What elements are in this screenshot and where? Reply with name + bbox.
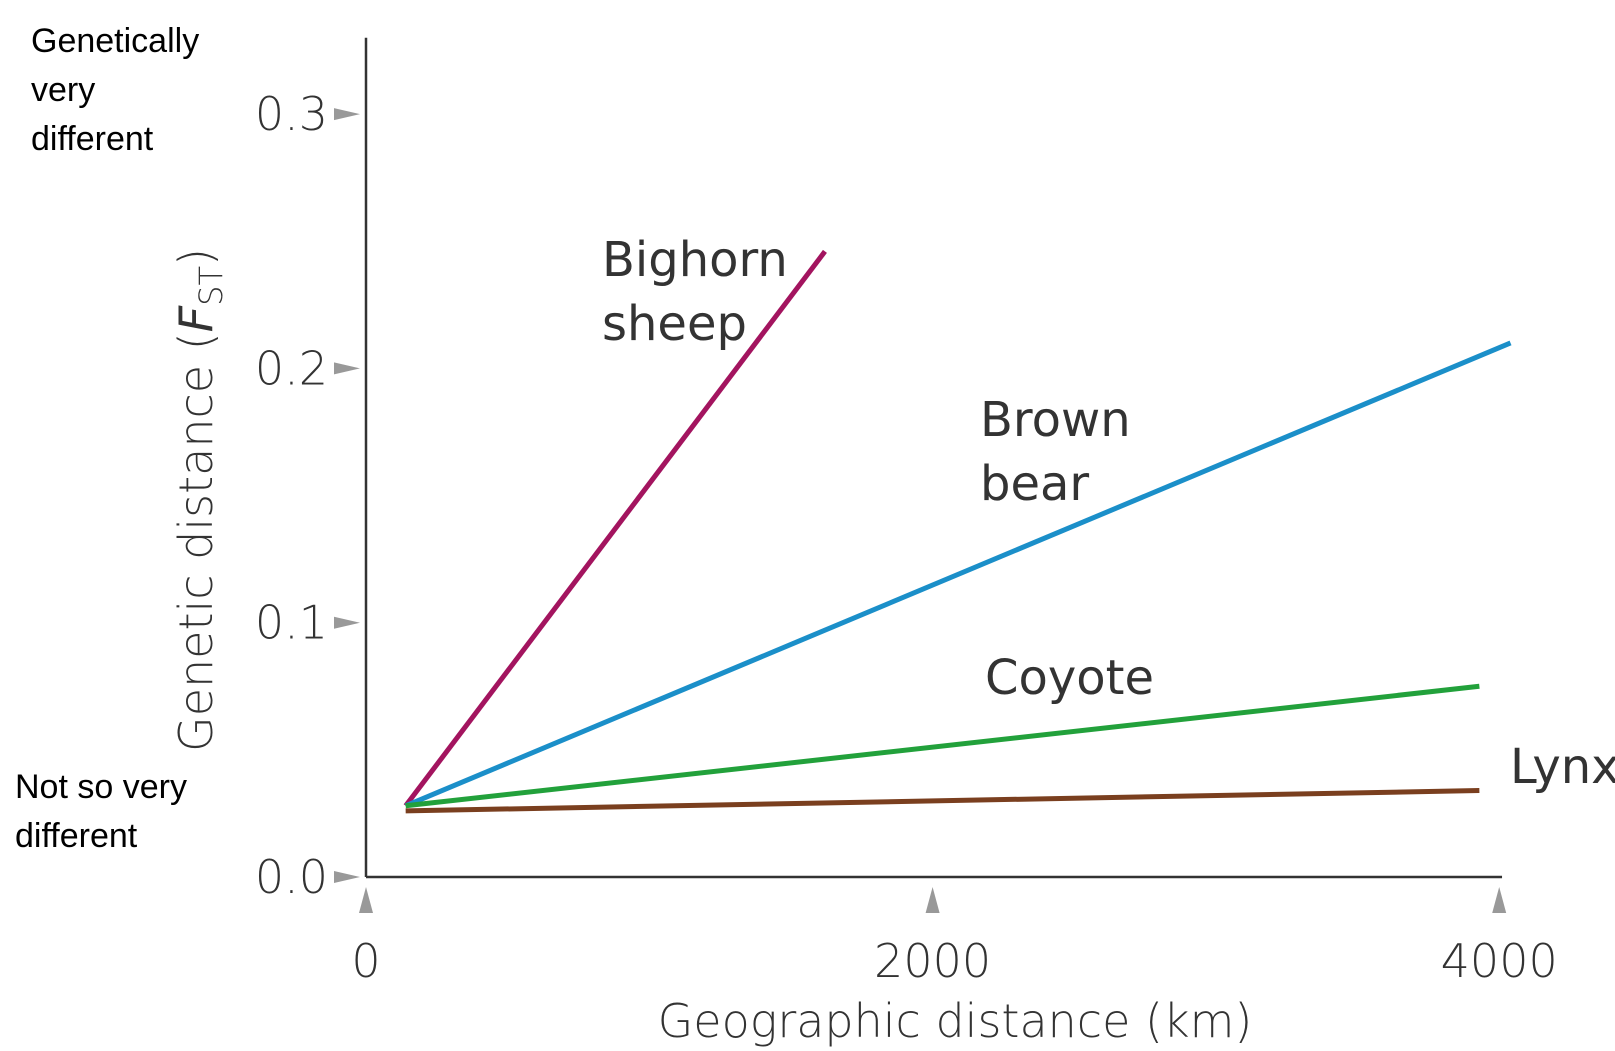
- y-tick-mark: [334, 871, 360, 883]
- annotation: Genetically very different: [31, 22, 199, 158]
- y-tick-label: 0.1: [255, 596, 328, 650]
- series-label-line: Lynx: [1510, 739, 1615, 795]
- series-line: [404, 340, 1512, 809]
- series-line: [403, 249, 827, 808]
- series-label: Lynx: [1510, 739, 1615, 795]
- x-tick-label: 0: [351, 934, 380, 988]
- y-label-text: Genetic distance (: [169, 332, 223, 752]
- y-tick-mark: [334, 108, 360, 121]
- y-label-close: ): [169, 248, 223, 266]
- y-tick-label: 0.3: [255, 87, 328, 141]
- x-tick-mark: [925, 887, 940, 913]
- series-line: [405, 788, 1480, 814]
- series-label-line: Brown: [980, 392, 1131, 448]
- x-tick-label: 4000: [1441, 934, 1558, 988]
- annotation-line: very: [31, 71, 95, 109]
- y-tick-mark: [334, 616, 360, 629]
- x-axis-label: Geographic distance (km): [658, 994, 1253, 1048]
- series-label-line: bear: [980, 456, 1089, 512]
- y-tick-label: 0.2: [255, 341, 328, 395]
- annotation: Not so very different: [15, 768, 187, 855]
- series-label: Brown bear: [980, 392, 1131, 512]
- series-line: [405, 683, 1480, 809]
- annotation-line: different: [15, 817, 138, 855]
- series-label: Coyote: [985, 650, 1154, 706]
- y-tick-mark: [334, 362, 360, 375]
- series-label-line: sheep: [602, 296, 747, 352]
- x-tick-mark: [359, 887, 373, 913]
- annotation-line: different: [31, 120, 154, 158]
- annotation-line: Not so very: [15, 768, 187, 806]
- series-label-line: Bighorn: [602, 232, 788, 288]
- series-label: Bighorn sheep: [602, 232, 788, 352]
- y-tick-label: 0.0: [255, 850, 328, 904]
- series-label-line: Coyote: [985, 650, 1154, 706]
- y-label-subscript: ST: [192, 266, 230, 306]
- annotation-line: Genetically: [31, 22, 199, 60]
- y-label-symbol: F: [169, 305, 223, 332]
- x-tick-mark: [1492, 887, 1507, 913]
- x-tick-label: 2000: [874, 934, 991, 988]
- y-axis-label: Genetic distance (FST): [169, 248, 230, 752]
